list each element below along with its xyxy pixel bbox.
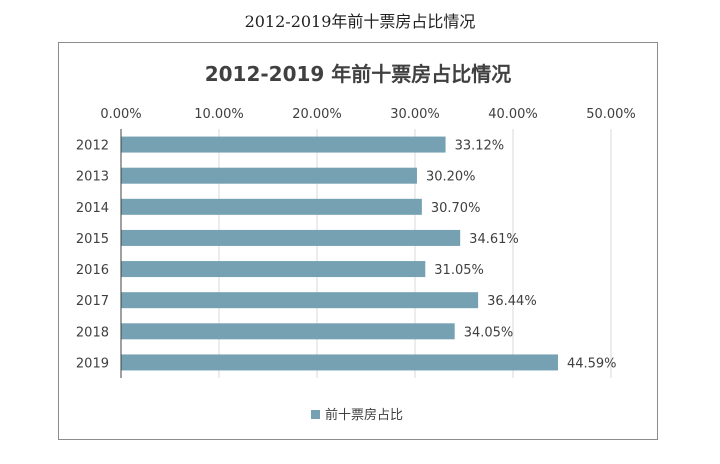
x-tick-label: 10.00% [194,107,244,122]
x-tick-label: 40.00% [488,107,538,122]
gridlines [120,129,612,378]
y-category-label: 2014 [76,201,109,216]
bar [121,229,461,246]
x-tick-label: 30.00% [390,107,440,122]
bar [121,261,426,278]
x-axis-tick-labels: 0.00% 10.00% 20.00% 30.00% 40.00% 50.00% [100,107,635,122]
data-label: 31.05% [434,263,484,278]
bar [121,198,422,215]
y-category-label: 2018 [76,325,109,340]
y-category-label: 2019 [76,356,109,371]
data-label: 34.05% [464,325,514,340]
legend-label: 前十票房占比 [325,407,403,423]
y-category-label: 2017 [76,294,109,309]
y-category-label: 2015 [76,232,109,247]
bar [121,323,455,340]
bar [121,292,479,309]
legend-swatch [311,410,320,419]
bar-chart: 2012-2019 年前十票房占比情况 0.00% 10.00% 20.00% 30.… [76,62,636,423]
data-label: 44.59% [567,356,617,371]
chart-title: 2012-2019 年前十票房占比情况 [205,62,512,86]
data-label: 33.12% [455,139,505,154]
data-labels: 33.12% 30.20% 30.70% 34.61% 31.05% 36.44% 34.0… [426,139,617,372]
data-label: 34.61% [469,232,519,247]
data-label: 36.44% [487,294,537,309]
y-category-label: 2016 [76,263,109,278]
chart-frame: 2012-2019 年前十票房占比情况 0.00% 10.00% 20.00% 30.… [58,42,658,440]
bars [121,136,558,371]
x-tick-label: 0.00% [100,107,141,122]
x-tick-label: 50.00% [586,107,636,122]
page-caption: 2012-2019年前十票房占比情况 [244,12,476,31]
y-axis-category-labels: 2012 2013 2014 2015 2016 2017 2018 2019 [76,139,109,372]
bar [121,136,446,153]
x-tick-label: 20.00% [292,107,342,122]
bar [121,167,417,184]
y-category-label: 2013 [76,170,109,185]
y-category-label: 2012 [76,139,109,154]
data-label: 30.20% [426,170,476,185]
legend: 前十票房占比 [311,407,403,423]
bar [121,354,558,371]
data-label: 30.70% [431,201,481,216]
